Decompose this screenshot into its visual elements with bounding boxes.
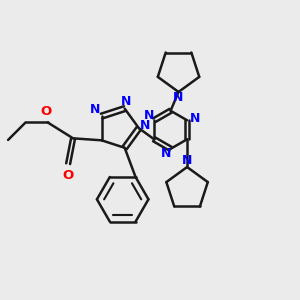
Text: O: O — [40, 104, 51, 118]
Text: N: N — [89, 103, 100, 116]
Text: N: N — [160, 147, 171, 160]
Text: N: N — [140, 119, 150, 132]
Text: N: N — [182, 154, 192, 166]
Text: O: O — [62, 169, 74, 182]
Text: N: N — [190, 112, 200, 125]
Text: N: N — [173, 92, 184, 104]
Text: N: N — [144, 109, 154, 122]
Text: N: N — [121, 95, 131, 108]
